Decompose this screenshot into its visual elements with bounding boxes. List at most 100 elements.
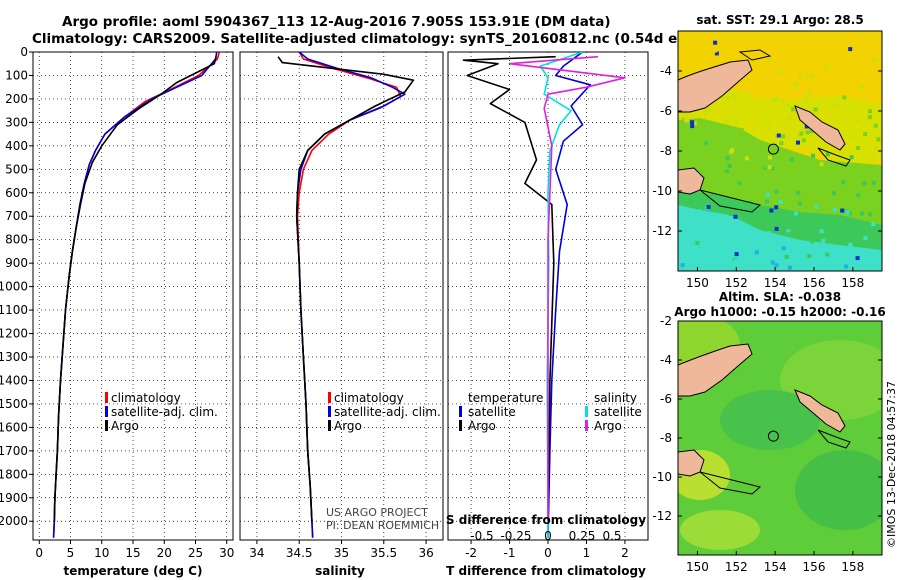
sst-pixel — [758, 101, 763, 106]
sst-pixel — [825, 152, 830, 157]
legend-swatch-s-argo — [585, 420, 588, 431]
y-tick-label: 600 — [5, 186, 28, 200]
difference-axis-ticks: -2 -1 0 1 2 — [465, 540, 629, 560]
legend-label-s-satellite: satellite — [594, 405, 642, 419]
y-tick-label: 1800 — [0, 467, 28, 481]
legend-label-t-argo: Argo — [468, 419, 496, 433]
sst-pixel — [868, 212, 873, 217]
sst-pixel — [776, 97, 780, 102]
y-tick-label: 1300 — [0, 350, 28, 364]
temperature-legend: climatology satellite-adj. clim. Argo — [105, 391, 218, 433]
sst-pixel — [740, 247, 745, 251]
s-tick-label: 0 — [544, 529, 552, 543]
y-tick-label: 1000 — [0, 280, 28, 294]
y-tick-label: 1100 — [0, 303, 28, 317]
lon-tick-label: 156 — [803, 560, 826, 574]
sst-pixel — [832, 207, 837, 212]
salinity-axis-ticks: 34 34.5 35 35.5 36 — [249, 540, 434, 560]
sst-pixel — [762, 42, 767, 47]
lat-tick-label: -10 — [652, 184, 672, 198]
sst-pixel — [848, 242, 853, 247]
t-difference-axis-label: T difference from climatology — [446, 564, 646, 578]
sst-pixel — [745, 46, 750, 51]
sst-pixel — [856, 146, 861, 150]
series-line-temperature-satellite — [547, 52, 592, 538]
sst-pixel — [807, 254, 812, 259]
sst-pixel — [777, 51, 782, 56]
sst-pixel — [714, 51, 719, 56]
sst-pixel — [806, 189, 811, 194]
sst-pixel — [813, 107, 818, 112]
sst-pixel — [716, 109, 721, 114]
island-outline — [817, 429, 851, 449]
series-line-argo — [277, 56, 415, 522]
sst-pixel — [770, 92, 775, 97]
sst-pixel — [870, 157, 874, 162]
x-tick-label: 30 — [219, 546, 234, 560]
y-tick-label: 800 — [5, 233, 28, 247]
legend-swatch-argo — [105, 420, 108, 431]
sst-pixel — [716, 235, 721, 240]
sst-pixel — [799, 131, 804, 136]
sst-pixel — [859, 85, 864, 89]
sst-pixel — [726, 96, 731, 101]
legend-label-satellite: satellite-adj. clim. — [334, 405, 441, 419]
sst-pixel — [739, 128, 744, 133]
sst-pixel — [790, 169, 795, 174]
sst-pixel — [717, 259, 722, 264]
sst-pixel — [749, 119, 754, 124]
sst-pixel — [857, 169, 861, 174]
sst-pixel — [873, 41, 878, 46]
sst-pixel — [751, 97, 756, 102]
sst-pixel — [765, 192, 770, 197]
sst-pixel — [855, 256, 860, 261]
depth-axis-ticks: 0 100 200 300 400 500 600 700 800 900 1000 1100 1200… — [0, 45, 33, 528]
sst-pixel — [810, 57, 815, 62]
sst-pixel — [800, 127, 805, 132]
sst-pixel — [734, 223, 739, 228]
sst-pixel — [703, 232, 708, 237]
sst-pixel — [791, 107, 796, 112]
sst-pixel — [855, 118, 860, 123]
sst-pixel — [873, 80, 877, 85]
sst-pixel — [700, 143, 705, 148]
sst-pixel — [683, 117, 688, 122]
sst-pixel — [692, 121, 697, 126]
sst-pixel — [713, 215, 718, 220]
y-tick-label: 400 — [5, 139, 28, 153]
sst-pixel — [796, 190, 801, 195]
sst-pixel — [836, 71, 841, 76]
legend-swatch-t-satellite — [459, 406, 462, 417]
sst-pixel — [863, 236, 868, 241]
sst-pixel — [767, 57, 772, 62]
y-tick-label: 100 — [5, 68, 28, 82]
sla-high-region — [680, 510, 760, 550]
sst-pixel — [786, 229, 791, 234]
y-tick-label: 1900 — [0, 491, 28, 505]
sst-pixel — [837, 197, 842, 202]
sst-pixel — [719, 160, 724, 165]
sst-pixel — [786, 232, 791, 237]
temperature-panel: 0100200300400500600700800900100011001200… — [0, 45, 234, 578]
legend-swatch-satellite — [328, 406, 331, 417]
sst-pixel — [703, 110, 708, 115]
lon-tick-label: 156 — [803, 276, 826, 290]
sst-pixel — [871, 222, 876, 227]
sst-pixel — [777, 167, 782, 172]
sst-pixel — [845, 210, 850, 215]
sla-lon-ticks: 150 152 154 156 158 — [686, 551, 864, 574]
temperature-grid — [33, 51, 233, 540]
sst-pixel — [863, 132, 868, 136]
y-tick-label: 1700 — [0, 444, 28, 458]
sst-pixel — [848, 211, 852, 216]
salinity-axis-label: salinity — [315, 564, 365, 578]
sst-pixel — [811, 40, 816, 45]
sst-pixel — [719, 253, 724, 258]
sst-pixel — [783, 91, 788, 95]
sst-pixel — [809, 41, 814, 46]
sst-pixel — [724, 169, 729, 173]
sst-pixel — [734, 173, 739, 178]
y-tick-label: 200 — [5, 92, 28, 106]
sst-pixel — [804, 94, 809, 98]
